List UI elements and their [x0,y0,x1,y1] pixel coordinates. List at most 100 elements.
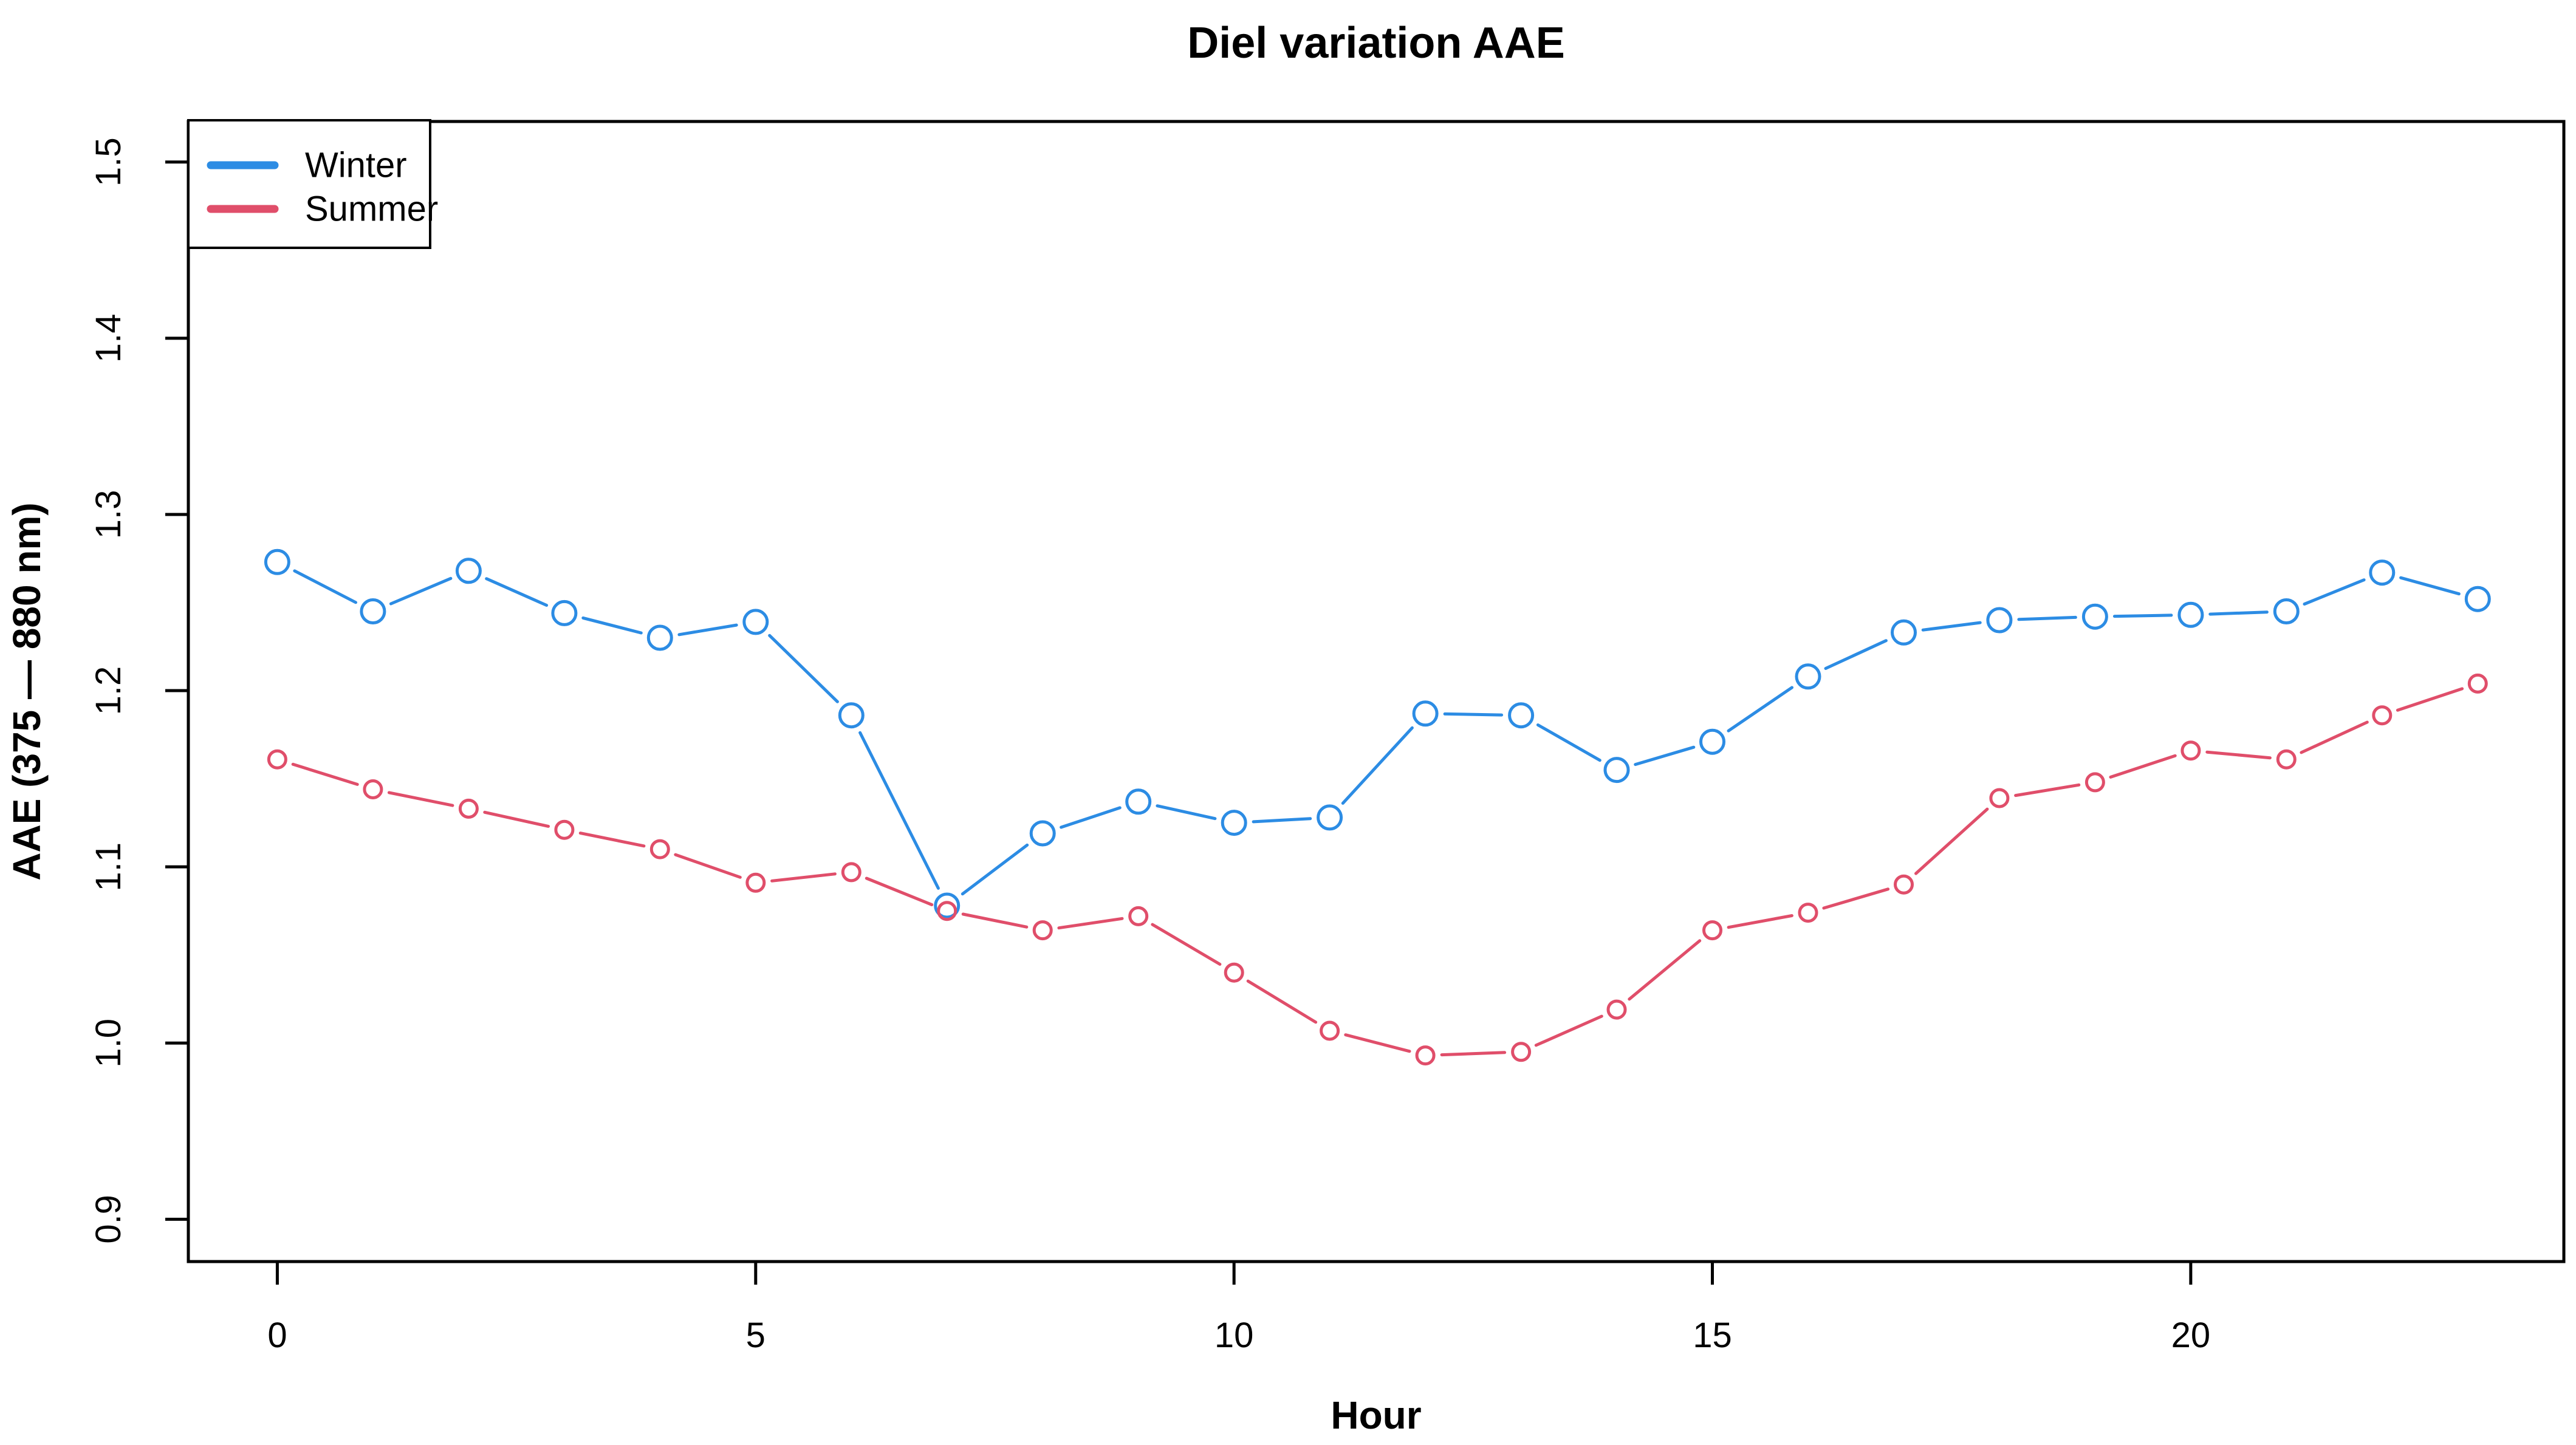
summer-line-segment [2014,783,2081,798]
summer-line-segment [2205,750,2272,760]
winter-line-segment [1921,621,1982,632]
winter-line-segment [677,623,738,637]
chart-title: Diel variation AAE [1187,19,1565,67]
winter-line-segment [2017,615,2077,621]
summer-point-h17 [1894,874,1914,895]
winter-line-segment [768,634,839,703]
winter-line-segment [2112,613,2173,618]
summer-point-h15 [1702,920,1722,941]
summer-point-h20 [2180,740,2201,761]
summer-point-h7 [937,901,957,921]
summer-line-segment [291,762,359,786]
winter-point-h10 [1221,810,1247,836]
winter-point-h9 [1125,788,1152,815]
summer-point-h9 [1128,906,1149,926]
x-tick-label: 20 [2171,1316,2211,1355]
summer-point-h16 [1798,903,1818,923]
legend-label-summer: Summer [305,190,438,229]
summer-line-segment [1534,1014,1603,1047]
summer-line-segment [1822,887,1890,910]
summer-line-segment [1344,1033,1411,1053]
y-tick-label: 1.5 [89,137,128,186]
winter-point-h11 [1317,804,1343,831]
winter-line-segment [1727,686,1793,733]
summer-line-segment [770,872,837,883]
winter-point-h16 [1795,663,1821,690]
summer-line-segment [674,853,742,879]
summer-point-h12 [1415,1045,1436,1066]
winter-line-segment [2303,578,2366,606]
summer-line-segment [1440,1051,1507,1057]
summer-point-h10 [1224,962,1244,983]
x-tick-label: 5 [746,1316,766,1355]
winter-line-segment [1341,726,1414,805]
summer-point-h11 [1320,1020,1340,1041]
summer-line-segment [2300,720,2369,754]
winter-point-h7 [934,892,961,919]
summer-point-h18 [1989,788,2010,808]
winter-point-h15 [1699,728,1725,755]
winter-line-segment [485,577,549,607]
legend-box [187,119,431,249]
winter-line-segment [858,731,940,890]
summer-line-segment [1057,917,1124,930]
winter-line-segment [961,843,1029,896]
summer-line-segment [2109,754,2177,779]
winter-line-segment [293,569,357,604]
summer-line-segment [865,876,934,906]
winter-point-h6 [838,702,865,729]
winter-point-h21 [2273,598,2300,624]
winter-line-segment [1252,817,1312,824]
y-tick-label: 1.1 [89,842,128,892]
summer-series [267,673,2488,1066]
summer-point-h3 [554,819,575,840]
summer-line-segment [2396,687,2464,712]
summer-line-segment [1151,923,1222,966]
y-tick-label: 0.9 [89,1195,128,1244]
summer-line-segment [1246,979,1318,1024]
winter-line-segment [1536,723,1601,762]
winter-point-h5 [742,609,769,635]
winter-point-h3 [551,600,578,626]
winter-line-segment [1824,639,1888,670]
x-tick-label: 0 [267,1316,287,1355]
legend-label-winter: Winter [305,146,407,185]
summer-point-h1 [363,779,383,799]
x-tick-label: 10 [1214,1316,1254,1355]
y-tick-label: 1.3 [89,490,128,539]
winter-point-h18 [1986,607,2013,634]
summer-point-h23 [2467,673,2488,694]
winter-line-segment [2208,610,2269,616]
winter-point-h4 [646,624,673,651]
winter-point-h19 [2081,603,2108,630]
summer-point-h2 [458,798,479,819]
summer-line-segment [1727,914,1793,929]
summer-point-h5 [745,872,766,893]
winter-line-segment [1060,806,1122,829]
summer-line-segment [1914,807,1989,875]
summer-point-h21 [2276,749,2297,770]
summer-line-segment [1628,939,1702,1001]
summer-line-segment [961,912,1029,929]
winter-point-h23 [2464,586,2491,612]
x-axis-title: Hour [1331,1393,1421,1437]
winter-point-h17 [1891,619,1917,646]
winter-line-segment [1634,745,1696,767]
summer-point-h22 [2372,705,2393,726]
winter-line-segment [1443,712,1504,717]
winter-point-h0 [264,548,290,575]
summer-point-h6 [841,862,862,883]
winter-point-h14 [1603,757,1630,784]
summer-line-segment [578,832,646,848]
winter-line-segment [1156,804,1217,821]
summer-line-segment [483,810,550,828]
winter-point-h22 [2369,559,2396,586]
winter-point-h12 [1412,700,1439,727]
winter-line-segment [2399,576,2461,596]
winter-point-h1 [360,598,386,624]
summer-point-h14 [1606,999,1627,1020]
winter-point-h20 [2177,601,2204,628]
winter-series [264,548,2491,919]
summer-point-h0 [267,749,287,770]
y-axis-title: AAE (375 — 880 nm) [5,502,49,880]
